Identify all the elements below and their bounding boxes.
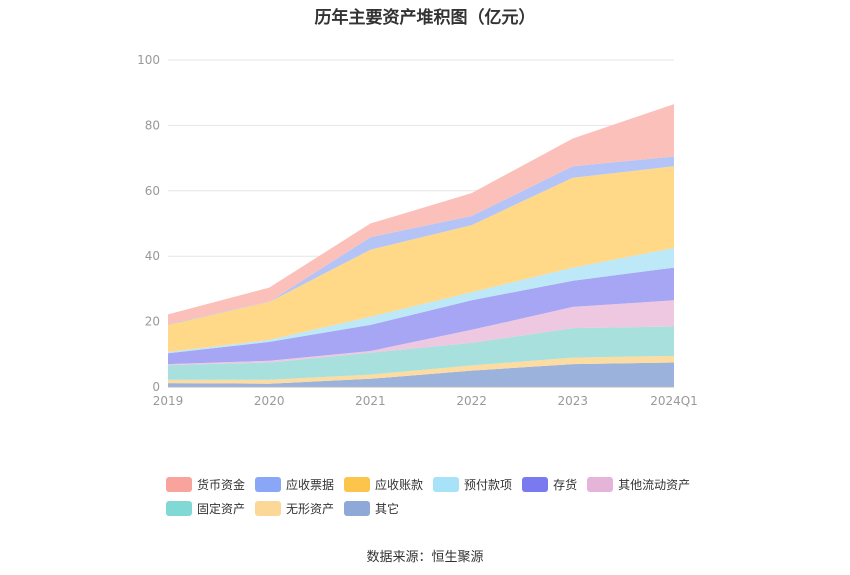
legend: 货币资金 应收票据 应收账款 预付款项 存货 其他流动资产固定资产 无形资产 其它 <box>166 472 726 520</box>
legend-label: 无形资产 <box>286 501 335 516</box>
stacked-area-chart: 0 20 40 60 80 100 2019 2020 2021 2022 2023 2024Q1 <box>137 53 698 408</box>
area-series-无形资产 <box>168 355 674 384</box>
legend-label: 固定资产 <box>197 501 246 516</box>
legend-label: 应收票据 <box>286 477 335 492</box>
data-source-note: 数据来源：恒生聚源 <box>366 550 484 565</box>
legend-item[interactable]: 预付款项 <box>433 472 512 496</box>
area-series-货币资金 <box>168 104 674 325</box>
legend-item[interactable]: 其它 <box>344 496 399 520</box>
x-tick-label: 2024Q1 <box>650 394 698 408</box>
y-tick-label: 60 <box>145 184 160 198</box>
y-tick-label: 80 <box>145 118 160 132</box>
legend-label: 预付款项 <box>464 477 513 492</box>
area-series-存货 <box>168 267 674 365</box>
x-tick-label: 2023 <box>558 394 589 408</box>
legend-swatch <box>166 476 192 492</box>
legend-item[interactable]: 应收票据 <box>255 472 334 496</box>
area-series <box>168 104 674 387</box>
legend-label: 货币资金 <box>197 477 246 492</box>
legend-item[interactable]: 货币资金 <box>166 472 245 496</box>
y-tick-label: 100 <box>137 53 160 67</box>
axes: 0 20 40 60 80 100 2019 2020 2021 2022 2023 2024Q1 <box>137 53 698 408</box>
chart-title: 历年主要资产堆积图（亿元） <box>314 8 536 28</box>
x-tick-label: 2019 <box>153 394 184 408</box>
legend-label: 其它 <box>375 501 400 516</box>
legend-swatch <box>166 500 192 516</box>
legend-item[interactable]: 存货 <box>522 472 577 496</box>
legend-swatch <box>344 500 371 516</box>
legend-item[interactable]: 固定资产 <box>166 496 245 520</box>
legend-item[interactable]: 其他流动资产 <box>587 472 690 496</box>
legend-swatch <box>255 476 282 492</box>
area-series-应收账款 <box>168 166 674 352</box>
legend-swatch <box>522 476 549 492</box>
x-tick-label: 2022 <box>456 394 487 408</box>
legend-swatch <box>344 476 371 492</box>
legend-item[interactable]: 无形资产 <box>255 496 334 520</box>
y-tick-label: 40 <box>145 249 160 263</box>
x-tick-label: 2021 <box>355 394 386 408</box>
legend-swatch <box>255 500 282 516</box>
area-series-其他流动资产 <box>168 300 674 366</box>
x-tick-label: 2020 <box>254 394 285 408</box>
legend-swatch <box>433 476 460 492</box>
y-tick-label: 0 <box>152 380 160 394</box>
area-series-其它 <box>168 362 674 387</box>
legend-label: 其他流动资产 <box>618 477 691 492</box>
area-series-固定资产 <box>168 326 674 380</box>
area-series-预付款项 <box>168 248 674 354</box>
legend-swatch <box>587 476 614 492</box>
legend-item[interactable]: 应收账款 <box>344 472 423 496</box>
legend-label: 存货 <box>553 477 578 492</box>
y-tick-label: 20 <box>145 315 160 329</box>
legend-label: 应收账款 <box>375 477 424 492</box>
